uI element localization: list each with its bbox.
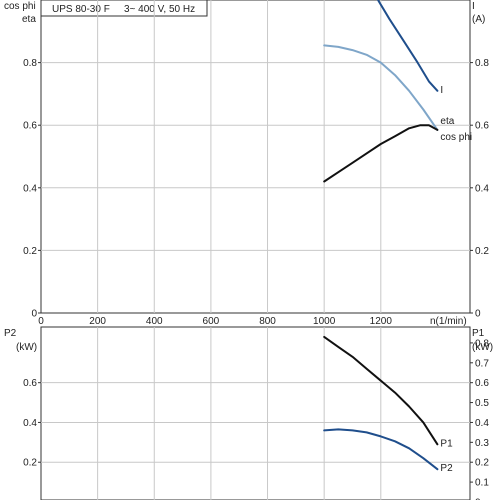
x-tick-label: 600: [203, 316, 220, 327]
left-tick-label: 0.2: [23, 458, 37, 469]
series-label-p1: P1: [440, 438, 453, 449]
left-tick-label: 0.2: [23, 246, 37, 257]
x-tick-label: 1200: [370, 316, 393, 327]
top-left-axis-label-2: eta: [22, 14, 36, 25]
top-panel-frame: [40, 0, 471, 314]
right-tick-label: 0.4: [475, 418, 489, 429]
model-name: UPS 80-30 F: [52, 4, 110, 15]
right-tick-label: 0.8: [475, 58, 489, 69]
right-tick-label: 0.4: [475, 183, 489, 194]
right-tick-label: 0.6: [475, 121, 489, 132]
right-tick-label: 0.1: [475, 478, 489, 489]
right-tick-label: 0.5: [475, 398, 489, 409]
x-axis-label: n(1/min): [430, 316, 467, 327]
bottom-right-axis-label-1: P1: [472, 328, 485, 339]
header-box: [40, 0, 208, 17]
left-tick-label: 0.4: [23, 183, 37, 194]
right-tick-label: 0.6: [475, 378, 489, 389]
series-line-eta: [323, 124, 439, 183]
bottom-right-axis-label-2: (kW): [472, 342, 493, 353]
top-right-axis-label-1: I: [472, 1, 475, 12]
left-tick-label: 0.6: [23, 378, 37, 389]
series-line-i: [377, 0, 439, 92]
left-tick-label: 0.4: [23, 418, 37, 429]
right-tick-label: 0.2: [475, 246, 489, 257]
series-label-eta: eta: [440, 116, 454, 127]
series-label-p2: P2: [440, 463, 453, 474]
series-line-p1: [323, 335, 439, 446]
x-tick-label: 800: [259, 316, 276, 327]
x-tick-label: 400: [146, 316, 163, 327]
x-tick-label: 200: [89, 316, 106, 327]
left-tick-label: 0: [31, 309, 37, 320]
series-label-i: I: [440, 85, 443, 96]
series-line-p2: [323, 428, 439, 471]
left-tick-label: 0.8: [23, 58, 37, 69]
right-tick-label: 0: [475, 497, 481, 500]
top-left-axis-label-1: cos phi: [4, 1, 36, 12]
right-tick-label: 0.7: [475, 358, 489, 369]
x-tick-label: 1000: [313, 316, 336, 327]
supply-spec: 3~ 400 V, 50 Hz: [124, 4, 195, 15]
right-tick-label: 0: [475, 309, 481, 320]
right-tick-label: 0.3: [475, 438, 489, 449]
bottom-left-axis-label-2: (kW): [16, 342, 37, 353]
bottom-left-axis-label-1: P2: [4, 328, 17, 339]
right-tick-label: 0.2: [475, 458, 489, 469]
right-tick-label: 0.8: [475, 338, 489, 349]
series-label-cos-phi: cos phi: [440, 132, 472, 143]
left-tick-label: 0.6: [23, 121, 37, 132]
bottom-panel-frame: [40, 326, 471, 500]
series-line-cos-phi: [323, 44, 439, 131]
top-right-axis-label-2: (A): [472, 14, 485, 25]
x-tick-label: 0: [38, 316, 44, 327]
